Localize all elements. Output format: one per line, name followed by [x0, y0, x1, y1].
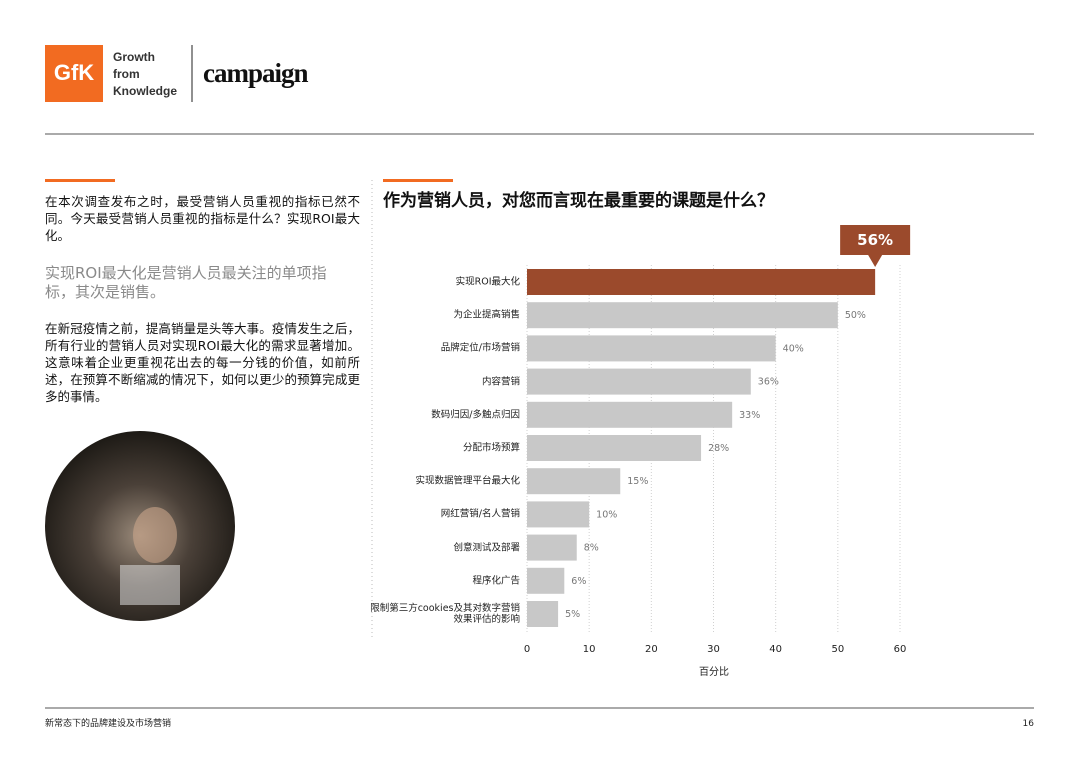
x-tick-label: 60	[894, 644, 907, 655]
footer-title: 新常态下的品牌建设及市场营销	[45, 717, 171, 729]
highlight: 实现ROI最大化是营销人员最关注的单项指标，其次是销售。	[45, 264, 327, 301]
photo-detail	[120, 565, 180, 605]
bar	[527, 368, 751, 395]
bar	[527, 534, 577, 561]
logo-box	[45, 45, 103, 102]
value-label: 28%	[708, 443, 729, 454]
value-label: 15%	[627, 476, 648, 487]
value-label: 5%	[565, 609, 580, 620]
chart-title: 作为营销人员，对您而言现在最重要的课题是什么？	[383, 190, 774, 211]
y-tick-label: 内容营销	[481, 376, 520, 388]
x-tick-label: 40	[769, 644, 782, 655]
x-tick-label: 20	[645, 644, 658, 655]
bar	[527, 468, 621, 495]
bar	[527, 567, 565, 594]
tagline: from	[113, 67, 140, 81]
value-label: 40%	[783, 343, 804, 354]
x-tick-label: 50	[831, 644, 844, 655]
y-tick-label: 限制第三方cookies及其对数字营销 效果评估的影响	[370, 603, 520, 625]
value-label: 56%	[857, 231, 893, 249]
tagline: Growth	[113, 50, 155, 64]
y-tick-label: 程序化广告	[472, 575, 520, 587]
tagline: Knowledge	[113, 84, 177, 98]
x-axis-label: 百分比	[699, 666, 729, 678]
value-label: 36%	[758, 377, 779, 388]
value-label: 8%	[584, 543, 599, 554]
y-tick-label: 网红营销/名人营销	[440, 508, 520, 520]
callout	[840, 225, 911, 267]
bar	[527, 269, 876, 295]
bar	[527, 601, 559, 627]
value-label: 50%	[845, 310, 866, 321]
accent-bar	[45, 179, 115, 182]
y-tick-label: 分配市场预算	[462, 442, 520, 454]
partner-logo: campaign	[203, 58, 308, 88]
paragraph: 在新冠疫情之前，提高销量是头等大事。疫情发生之后，所有行业的营销人员对实现ROI…	[45, 321, 360, 404]
page-number: 16	[1023, 719, 1035, 729]
y-tick-label: 为企业提高销售	[453, 309, 520, 321]
photo-detail	[133, 507, 177, 563]
bar	[527, 401, 733, 428]
logo-text: GfK	[54, 60, 94, 85]
x-tick-label: 30	[707, 644, 720, 655]
y-tick-label: 创意测试及部署	[453, 542, 520, 554]
bar	[527, 302, 838, 329]
bar	[527, 501, 590, 528]
value-label: 10%	[596, 509, 617, 520]
y-tick-label: 实现数据管理平台最大化	[415, 475, 520, 487]
bar	[527, 435, 702, 461]
y-tick-label: 实现ROI最大化	[455, 276, 520, 288]
accent-bar	[383, 179, 453, 182]
paragraph: 在本次调查发布之时，最受营销人员重视的指标已然不同。今天最受营销人员重视的指标是…	[45, 194, 360, 243]
y-tick-label: 品牌定位/市场营销	[440, 342, 520, 354]
x-tick-label: 10	[583, 644, 596, 655]
value-label: 6%	[571, 576, 586, 587]
bar	[527, 335, 776, 362]
x-tick-label: 0	[524, 644, 530, 655]
y-tick-label: 数码归因/多触点归因	[431, 409, 520, 421]
value-label: 33%	[739, 410, 760, 421]
